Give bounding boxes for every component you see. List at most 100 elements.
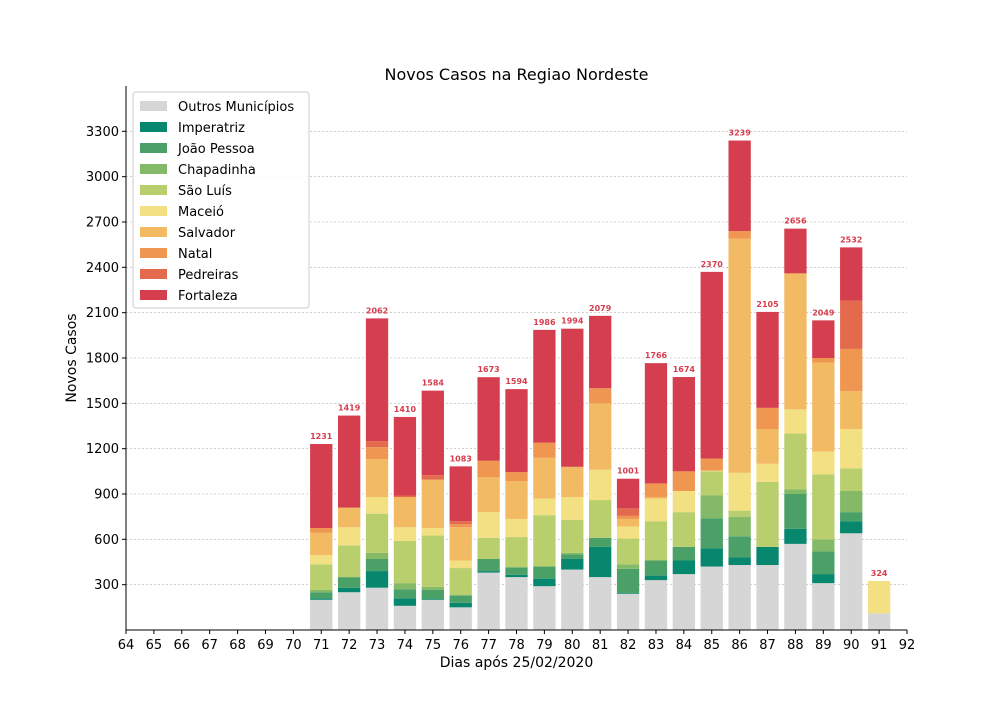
bar-segment (310, 443, 333, 528)
bar-segment (310, 589, 333, 593)
x-tick-label: 84 (676, 638, 693, 653)
total-label: 1419 (338, 404, 361, 413)
x-tick-label: 73 (369, 638, 386, 653)
bar-segment (756, 546, 779, 566)
bar-segment (728, 472, 751, 511)
bar-segment (449, 568, 472, 596)
bar-segment (561, 519, 584, 553)
bar-segment (784, 228, 807, 274)
bar-segment (784, 433, 807, 490)
bar-segment (337, 545, 361, 578)
x-tick-label: 78 (508, 638, 525, 653)
bar-segment (644, 483, 668, 498)
x-tick-label: 91 (871, 638, 888, 653)
bar-segment (616, 526, 640, 539)
bar-segment (449, 524, 472, 528)
bar-segment (756, 429, 779, 464)
bar-segment (421, 589, 444, 600)
bar-segment (393, 416, 417, 496)
y-tick-label: 2700 (86, 216, 119, 231)
legend-box (132, 91, 310, 309)
total-label: 2062 (366, 306, 388, 315)
bar-segment (672, 560, 696, 575)
legend-swatch (140, 143, 167, 153)
bar-segment (700, 458, 723, 471)
bar-segment (310, 598, 333, 600)
legend-swatch (140, 269, 167, 279)
bar-segment (477, 571, 500, 573)
bar-segment (700, 471, 723, 496)
legend-label: Fortaleza (178, 289, 238, 304)
legend-swatch (140, 290, 167, 300)
total-label: 1083 (450, 454, 472, 463)
bar-segment (421, 528, 444, 536)
bar-segment (505, 574, 528, 578)
bar-segment (449, 527, 472, 561)
bar-segment (589, 537, 612, 547)
bar-segment (728, 516, 751, 537)
bar-segment (561, 558, 584, 570)
bar-segment (700, 271, 723, 459)
bar-segment (756, 463, 779, 482)
bar-segment (477, 537, 500, 559)
bar-segment (505, 472, 528, 482)
bar-segment (644, 575, 668, 581)
y-tick-label: 300 (94, 578, 119, 593)
bar-segment (533, 442, 556, 458)
legend-label: Pedreiras (178, 268, 239, 283)
x-tick-label: 66 (174, 638, 191, 653)
bar-segment (616, 568, 640, 593)
bar-segment (644, 498, 668, 522)
bar-segment (672, 574, 696, 630)
legend-label: João Pessoa (177, 142, 255, 157)
bar-segment (728, 510, 751, 517)
y-tick-label: 2400 (86, 261, 119, 276)
bar-segment (561, 554, 584, 559)
bar-segment (310, 599, 333, 630)
legend-label: São Luís (178, 184, 232, 199)
x-tick-label: 75 (425, 638, 442, 653)
bar-segment (589, 469, 612, 501)
x-tick-label: 70 (285, 638, 302, 653)
bar-segment (756, 565, 779, 630)
bar-segment (812, 362, 835, 452)
bar-segment (644, 580, 668, 630)
bar-segment (728, 231, 751, 239)
legend: Outros Municípios Imperatriz João Pessoa Ch… (132, 91, 310, 309)
bar-segment (589, 577, 612, 630)
bar-segment (784, 494, 807, 529)
bar-segment (310, 528, 333, 533)
bar-segment (616, 518, 640, 527)
bar-segment (616, 592, 640, 594)
bar-segment (644, 363, 668, 484)
x-tick-label: 82 (620, 638, 637, 653)
bar-segment (505, 481, 528, 519)
x-tick-label: 89 (815, 638, 832, 653)
x-tick-label: 64 (118, 638, 135, 653)
x-tick-label: 79 (536, 638, 553, 653)
legend-swatch (140, 227, 167, 237)
bar-segment (644, 560, 668, 576)
x-tick-label: 67 (201, 638, 218, 653)
legend-label: Natal (178, 247, 212, 262)
bar-segment (533, 498, 556, 516)
bar-segment (421, 479, 444, 528)
bar-segment (867, 613, 891, 630)
bar-segment (310, 564, 333, 590)
bar-segment (310, 532, 333, 556)
bar-segment (812, 551, 835, 575)
bar-segment (449, 602, 472, 608)
bar-segment (393, 540, 417, 584)
bar-segment (840, 348, 863, 392)
bar-segment (589, 388, 612, 404)
bar-segment (644, 497, 668, 499)
bar-segment (812, 474, 835, 540)
x-tick-label: 69 (257, 638, 274, 653)
bar-segment (561, 466, 584, 498)
y-tick-label: 1800 (86, 352, 119, 367)
bar-segment (365, 587, 389, 630)
bar-segment (393, 527, 417, 541)
bar-segment (784, 489, 807, 494)
bar-segment (700, 566, 723, 630)
